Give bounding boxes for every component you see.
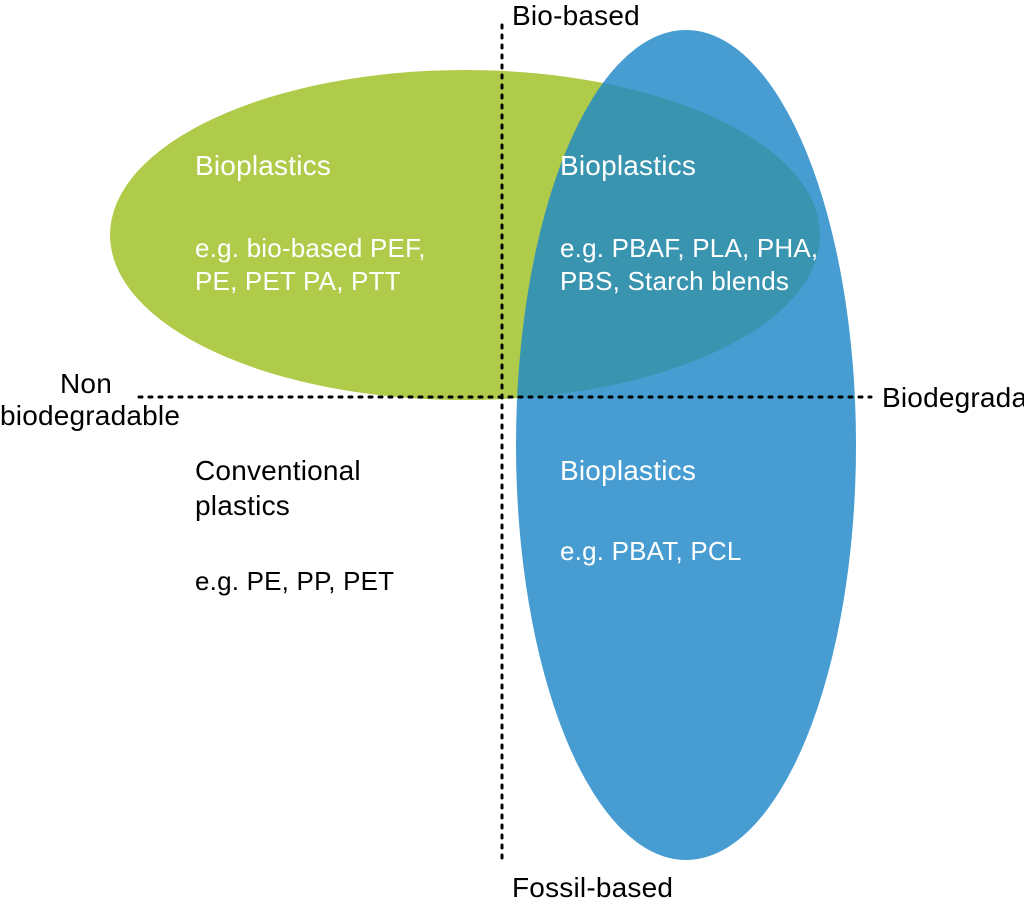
diagram-svg xyxy=(0,0,1024,915)
q1-sub-line2: PE, PET PA, PTT xyxy=(195,265,401,298)
bioplastics-quadrant-diagram: Bio-based Fossil-based Biodegradable Non… xyxy=(0,0,1024,915)
q2-title: Bioplastics xyxy=(560,150,696,182)
q4-title: Bioplastics xyxy=(560,455,696,487)
axis-label-left-line1: Non xyxy=(60,368,112,400)
q3-title-line1: Conventional xyxy=(195,455,361,487)
q2-sub-line2: PBS, Starch blends xyxy=(560,265,789,298)
q2-sub-line1: e.g. PBAF, PLA, PHA, xyxy=(560,232,818,265)
axis-label-top: Bio-based xyxy=(512,0,640,32)
axis-label-left-line2: biodegradable xyxy=(0,400,180,432)
axis-label-bottom: Fossil-based xyxy=(512,872,673,904)
q3-title-line2: plastics xyxy=(195,490,290,522)
q1-title: Bioplastics xyxy=(195,150,331,182)
q3-sub: e.g. PE, PP, PET xyxy=(195,565,394,598)
q1-sub-line1: e.g. bio-based PEF, xyxy=(195,232,426,265)
q4-sub: e.g. PBAT, PCL xyxy=(560,535,742,568)
axis-label-right: Biodegradable xyxy=(882,382,1024,414)
